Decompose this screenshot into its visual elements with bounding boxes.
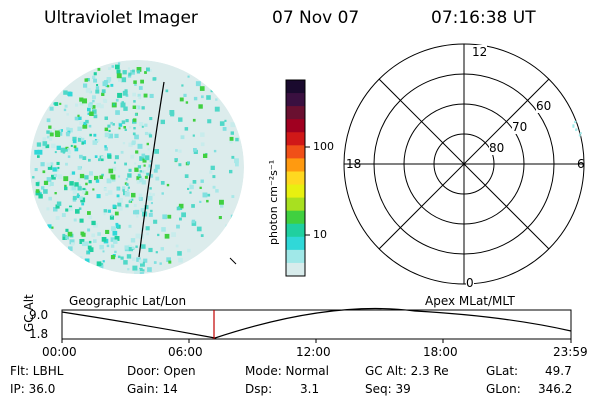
- colorbar-segment: [286, 249, 305, 264]
- colorbar-segment: [286, 236, 305, 251]
- sequence-status: Seq: 39: [365, 382, 411, 396]
- mlt-label-0: 0: [466, 276, 474, 290]
- colorbar-segment: [286, 184, 305, 199]
- gc-alt-ytick-1-8: 1.8: [29, 327, 49, 341]
- time-tick-0600: 06:00: [168, 345, 203, 359]
- glon-label: GLon:: [486, 382, 521, 396]
- glon-value: 346.2: [538, 382, 573, 396]
- colorbar-tick-100: 100: [313, 140, 334, 153]
- time-tick-1200: 12:00: [296, 345, 331, 359]
- dsp-value: 3.1: [300, 382, 320, 396]
- lat-label-60: 60: [536, 99, 552, 113]
- colorbar-segment: [286, 210, 305, 225]
- glat-label: GLat:: [486, 364, 519, 378]
- time-tick-0000: 00:00: [42, 345, 77, 359]
- colorbar-segment: [286, 93, 305, 107]
- lat-label-70: 70: [512, 120, 528, 134]
- colorbar-segment: [286, 197, 305, 212]
- colorbar-segment: [286, 171, 305, 186]
- mlt-label-6: 6: [577, 157, 585, 171]
- geographic-panel-label: Geographic Lat/Lon: [69, 294, 187, 308]
- dsp-label: Dsp:: [245, 382, 273, 396]
- lat-label-80: 80: [489, 141, 505, 155]
- terminator-line: [138, 81, 165, 258]
- apex-panel-label: Apex MLat/MLT: [425, 294, 515, 308]
- colorbar-segment: [286, 145, 305, 159]
- instrument-title: Ultraviolet Imager: [44, 8, 198, 28]
- observation-date: 07 Nov 07: [272, 8, 360, 28]
- gc-alt-ytick-9: 9.0: [29, 308, 49, 322]
- colorbar-segment: [286, 262, 305, 277]
- gc-alt-status: GC Alt: 2.3 Re: [365, 364, 449, 378]
- glat-value: 49.7: [545, 364, 572, 378]
- colorbar-segment: [286, 106, 305, 120]
- colorbar-segment: [286, 119, 305, 133]
- gain-status: Gain: 14: [127, 382, 178, 396]
- edge-mark: [229, 257, 237, 265]
- mode-status: Mode: Normal: [245, 364, 329, 378]
- observation-time: 07:16:38 UT: [431, 8, 536, 28]
- uv-intensity-map: [30, 60, 244, 274]
- time-tick-2359: 23:59: [553, 345, 588, 359]
- filter-status: Flt: LBHL: [10, 364, 64, 378]
- door-status: Door: Open: [127, 364, 196, 378]
- colorbar-segment: [286, 223, 305, 238]
- mlt-label-12: 12: [472, 45, 488, 59]
- colorbar-segment: [286, 80, 305, 94]
- colorbar-segment: [286, 132, 305, 146]
- time-tick-1800: 18:00: [423, 345, 458, 359]
- colorbar-segment: [286, 158, 305, 172]
- gc-alt-curve: [61, 307, 572, 339]
- colorbar-tick-10: 10: [313, 228, 327, 241]
- ip-status: IP: 36.0: [10, 382, 56, 396]
- mlt-label-18: 18: [346, 157, 362, 171]
